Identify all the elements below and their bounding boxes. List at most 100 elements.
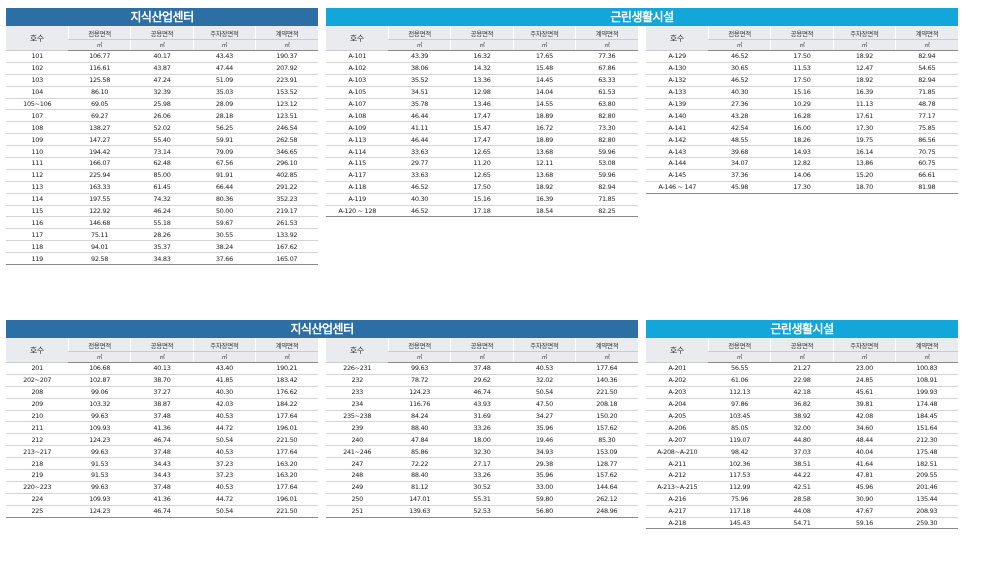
table-cell: 17.18	[450, 205, 514, 218]
table-row: 235~238 84.24 31.69 34.27 150.20	[326, 410, 638, 423]
table-cell: 133.92	[255, 228, 318, 242]
table-row: A-120 ~ 128 46.52 17.18 18.54 82.25	[326, 205, 638, 218]
table-cell: A-109	[326, 121, 389, 135]
table-cell: 80.36	[193, 193, 256, 206]
col-unit: ㎡	[575, 39, 638, 51]
table-row: 219 91.53 34.43 37.23 163.20	[6, 469, 318, 482]
table-cell: 138.27	[68, 121, 131, 135]
table-row: 250 147.01 55.31 59.80 262.12	[326, 493, 638, 506]
table-cell: 44.72	[193, 493, 256, 506]
table-cell: 55.31	[450, 493, 514, 506]
col-unit: ㎡	[68, 351, 131, 363]
table-cell: 75.96	[708, 493, 771, 506]
table-cell: 12.47	[833, 62, 896, 75]
table-cell: 82.80	[575, 109, 638, 123]
table-row: A-101 43.39 16.32 17.65 77.36	[326, 50, 638, 63]
table-cell: 73.30	[575, 121, 638, 135]
col-header: 공용면적	[130, 26, 194, 40]
table-cell: 199.93	[895, 386, 958, 399]
table-cell: 46.44	[388, 133, 451, 147]
table-cell: 81.12	[388, 481, 451, 494]
table-cell: 166.07	[68, 157, 131, 170]
table-cell: 91.53	[68, 457, 131, 471]
col-header-unit-number: 호수	[326, 338, 389, 363]
col-unit: ㎡	[512, 39, 576, 51]
col-header: 계약면적	[575, 26, 638, 40]
table-cell: 33.26	[450, 469, 514, 482]
table-cell: 98.42	[708, 445, 771, 459]
table-row: 208 99.06 37.27 40.30 176.62	[6, 386, 318, 399]
table-cell: 86.56	[895, 133, 958, 147]
table-cell: 41.36	[130, 421, 194, 435]
table-cell: 43.28	[708, 109, 771, 123]
table-row: A-117 33.63 12.65 13.68 59.96	[326, 169, 638, 182]
table-row: A-139 27.36 10.29 11.13 48.78	[646, 98, 958, 111]
section-title: 근린생활시설	[326, 8, 958, 26]
col-unit: ㎡	[895, 39, 958, 51]
table-cell: 17.30	[770, 181, 834, 194]
table-cell: 18.92	[833, 50, 896, 63]
table-cell: 163.20	[255, 457, 318, 471]
col-header: 주차장면적	[832, 26, 896, 40]
table-cell: 112	[6, 169, 69, 182]
col-unit: ㎡	[130, 351, 194, 363]
table-cell: 232	[326, 374, 389, 387]
table-cell: A-102	[326, 62, 389, 75]
col-unit: ㎡	[68, 39, 131, 51]
table-cell: 221.50	[575, 386, 638, 399]
table-cell: 184.45	[895, 410, 958, 423]
table-cell: 59.96	[575, 169, 638, 182]
table-cell: 82.94	[895, 50, 958, 63]
table-cell: 44.08	[770, 505, 834, 518]
table-cell: 40.17	[130, 50, 194, 63]
table-cell: A-101	[326, 50, 389, 63]
table-cell: 71.85	[575, 193, 638, 206]
table-cell: 38.70	[130, 374, 194, 387]
table-cell: 33.26	[450, 421, 514, 435]
table-cell: 18.92	[833, 74, 896, 87]
table-cell: 56.55	[708, 362, 771, 375]
table-cell: 19.75	[833, 133, 896, 147]
table-cell: 402.85	[255, 169, 318, 182]
table-cell: 48.55	[708, 133, 771, 147]
table-cell: 75.11	[68, 228, 131, 242]
table-cell: 22.98	[770, 374, 834, 387]
table-cell: 249	[326, 481, 389, 494]
table-cell: 262.12	[575, 493, 638, 506]
table-cell: 62.48	[130, 157, 194, 170]
table-cell: 112.99	[708, 481, 771, 494]
table-cell: 85.86	[388, 445, 451, 459]
table-cell: 241~246	[326, 445, 389, 459]
table-cell: 352.23	[255, 193, 318, 206]
table-cell: 59.96	[575, 145, 638, 159]
table-row: A-203 112.13 42.18 45.61 199.93	[646, 386, 958, 399]
table-cell: 221.50	[255, 505, 318, 518]
table-cell: 81.98	[895, 181, 958, 194]
table-cell: 40.53	[193, 410, 256, 423]
table-cell: 43.93	[450, 398, 514, 411]
table-row: A-216 75.96 28.58 30.90 135.44	[646, 493, 958, 506]
table-cell: 18.70	[833, 181, 896, 194]
table-cell: 219	[6, 469, 69, 482]
table-cell: 177.64	[255, 410, 318, 423]
table-cell: 146.68	[68, 216, 131, 230]
table-cell: 63.80	[575, 98, 638, 111]
table-row: 209 103.32 38.87 42.03 184.22	[6, 398, 318, 411]
col-unit: ㎡	[895, 351, 958, 363]
table-cell: 212	[6, 433, 69, 447]
table-row: 103 125.58 47.24 51.09 223.91	[6, 74, 318, 87]
table-cell: 13.36	[450, 74, 514, 87]
col-unit: ㎡	[575, 351, 638, 363]
table-cell: 202~207	[6, 374, 69, 387]
table-row: 115 122.92 46.24 50.00 219.17	[6, 205, 318, 218]
table-row: A-129 46.52 17.50 18.92 82.94	[646, 50, 958, 63]
table-cell: 106.77	[68, 50, 131, 63]
table-cell: 16.28	[770, 109, 834, 123]
table-cell: 48.78	[895, 98, 958, 111]
table-cell: 32.00	[770, 421, 834, 435]
table-cell: 212.30	[895, 433, 958, 447]
table-cell: A-103	[326, 74, 389, 87]
